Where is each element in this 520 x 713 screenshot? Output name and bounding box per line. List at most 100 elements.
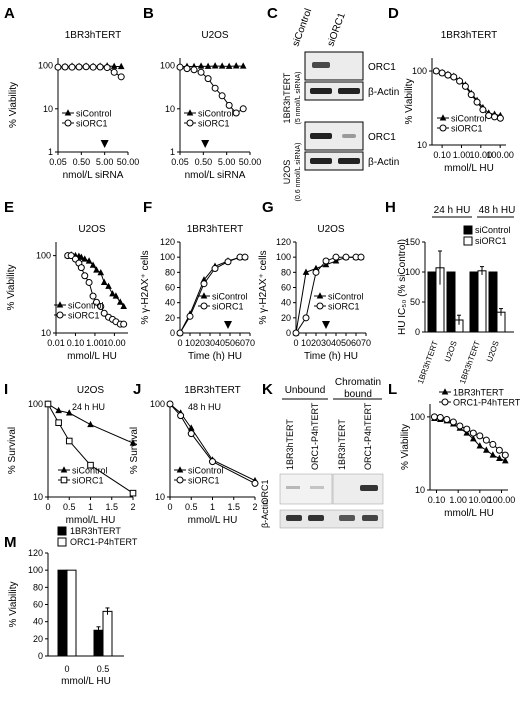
panel-letter: E — [4, 199, 14, 216]
data-point-siORC1 — [224, 258, 232, 266]
bar-siControl — [446, 271, 456, 333]
data-point-siORC1 — [450, 73, 458, 81]
legend-swatch — [57, 537, 67, 547]
legend-swatch — [463, 236, 473, 246]
legend-marker — [186, 109, 194, 116]
panel-title: 1BR3hTERT — [441, 30, 498, 41]
legend-marker — [439, 114, 447, 121]
x-tick-label: 50.00 — [117, 157, 140, 167]
data-point-siORC1 — [92, 298, 100, 306]
y-tick-label: 120 — [276, 237, 291, 247]
panel-letter: D — [388, 5, 399, 22]
blot-band — [308, 515, 324, 521]
data-point-1BR3hTERT — [470, 435, 477, 442]
panel-letter: C — [267, 5, 278, 22]
panel-letter: G — [262, 199, 274, 216]
x-tick-label: 70 — [361, 338, 371, 348]
blot-band — [310, 133, 332, 139]
x-tick-label: 5.00 — [218, 157, 236, 167]
x-tick-label: 70 — [245, 338, 255, 348]
y-tick-label: 20 — [281, 313, 291, 323]
panel-letter: L — [388, 381, 397, 398]
data-point-ORC1-P4hTERT — [495, 446, 503, 454]
x-tick-label: 1 — [88, 502, 93, 512]
data-point-siORC1 — [177, 412, 185, 420]
panel-letter: B — [143, 5, 154, 22]
arrow-marker — [322, 321, 330, 329]
data-point-siControl — [302, 268, 310, 275]
x-tick-label: 0.50 — [195, 157, 213, 167]
data-point-siORC1 — [332, 253, 340, 261]
data-point-siControl — [89, 261, 97, 268]
legend-label: siControl — [451, 114, 487, 124]
x-axis-label: mmol/L HU — [67, 351, 117, 362]
data-point-siORC1 — [77, 264, 85, 272]
y-tick-label: 40 — [165, 298, 175, 308]
y-axis-label: % Viability — [400, 424, 411, 470]
data-point-siControl — [105, 282, 112, 289]
lane-label: ORC1-P4hTERT — [310, 402, 320, 470]
data-point-siORC1 — [120, 320, 128, 328]
blot-band — [338, 88, 360, 94]
panel-I: I U2OS 24 h HU 100 100 0.5 1 1.5 2 % Survival mmol… — [4, 381, 137, 526]
y-tick-label: 60 — [165, 283, 175, 293]
x-axis-label: mmol/L HU — [444, 508, 494, 519]
data-point-siControl — [187, 424, 195, 431]
x-tick-label: 1BR3hTERT — [416, 339, 440, 385]
x-tick-label: 0 — [177, 338, 182, 348]
y-axis-label: % γ-H2AX⁺ cells — [258, 250, 269, 324]
y-tick-label: 0 — [415, 327, 420, 337]
data-point-siControl — [211, 62, 219, 69]
y-tick-label: 80 — [281, 267, 291, 277]
data-point-siORC1 — [491, 113, 499, 121]
bar-ORC1-P4hTERT — [102, 610, 113, 657]
y-tick-label: 10 — [415, 485, 425, 495]
band-label-orc1: ORC1 — [368, 132, 396, 143]
y-tick-label: 20 — [33, 634, 43, 644]
x-axis-label: nmol/L siRNA — [185, 170, 246, 181]
blot-strip — [279, 509, 384, 529]
data-point-ORC1-P4hTERT — [482, 436, 490, 444]
panel-letter: A — [4, 5, 15, 22]
x-tick-label: 0.01 — [47, 338, 65, 348]
data-point-siORC1 — [473, 98, 481, 106]
data-point-siORC1 — [241, 253, 249, 261]
legend-swatch — [463, 225, 473, 235]
data-point-siORC1 — [456, 77, 464, 85]
legend-label: siControl — [328, 292, 364, 302]
data-point-siORC1 — [211, 265, 219, 273]
y-tick-label: 80 — [165, 267, 175, 277]
legend-label: siControl — [72, 466, 108, 476]
legend-marker — [56, 301, 64, 308]
x-tick-label: 0 — [293, 338, 298, 348]
x-axis-label: mmol/L HU — [188, 515, 238, 526]
blot-band — [310, 158, 332, 164]
legend-swatch — [57, 526, 67, 536]
x-tick-label: 1.5 — [105, 502, 118, 512]
series-line-siControl — [58, 65, 122, 68]
x-tick-label: 10 — [301, 338, 311, 348]
data-point-siControl — [55, 406, 62, 414]
x-tick-label: 40 — [331, 338, 341, 348]
data-point-siORC1 — [68, 63, 76, 71]
data-point-siControl — [85, 257, 93, 264]
legend-marker — [60, 466, 68, 473]
bar-siORC1 — [477, 270, 487, 333]
x-axis-label: Time (h) HU — [304, 351, 358, 362]
data-point-siControl — [110, 62, 118, 69]
lane-label-sicontrol: siControl — [290, 7, 314, 48]
data-point-siORC1 — [55, 419, 62, 426]
data-point-siORC1 — [75, 63, 83, 71]
x-tick-label: 0 — [64, 664, 69, 674]
data-point-siORC1 — [82, 63, 90, 71]
band-label-actin: β-Actin — [368, 157, 399, 168]
y-tick-label: 120 — [160, 237, 175, 247]
x-tick-label: 2 — [130, 502, 135, 512]
legend-label: siORC1 — [475, 236, 507, 246]
data-point-siORC1 — [103, 64, 111, 72]
y-tick-label: 1 — [48, 147, 53, 157]
x-axis-label: mmol/L HU — [444, 163, 494, 174]
